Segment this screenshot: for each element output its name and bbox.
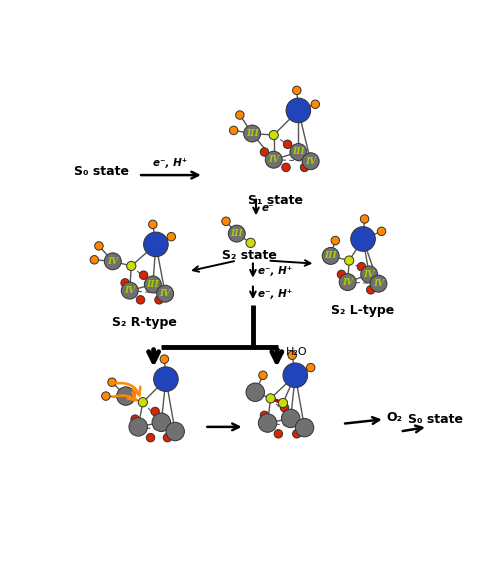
- Circle shape: [236, 111, 244, 119]
- Circle shape: [259, 371, 267, 379]
- Text: S₁ state: S₁ state: [248, 194, 303, 207]
- Circle shape: [345, 256, 354, 265]
- Circle shape: [357, 263, 366, 271]
- Circle shape: [129, 418, 147, 436]
- Circle shape: [258, 414, 277, 432]
- Circle shape: [288, 351, 297, 360]
- Circle shape: [163, 433, 172, 442]
- Circle shape: [155, 296, 163, 304]
- Circle shape: [151, 407, 159, 416]
- Circle shape: [127, 262, 136, 270]
- Circle shape: [160, 355, 168, 363]
- Circle shape: [283, 363, 308, 387]
- Circle shape: [146, 433, 155, 442]
- Text: O₂: O₂: [386, 411, 402, 424]
- Text: IV: IV: [305, 157, 316, 166]
- Circle shape: [280, 404, 289, 412]
- Text: S₂ L-type: S₂ L-type: [331, 304, 395, 317]
- Text: e⁻, H⁺: e⁻, H⁺: [258, 266, 293, 276]
- Circle shape: [117, 387, 135, 405]
- Circle shape: [156, 285, 174, 302]
- Circle shape: [266, 394, 275, 403]
- Circle shape: [166, 422, 184, 441]
- Circle shape: [246, 383, 264, 401]
- Circle shape: [269, 130, 278, 140]
- Circle shape: [283, 140, 292, 148]
- Circle shape: [121, 282, 138, 299]
- Circle shape: [322, 248, 339, 264]
- Circle shape: [131, 415, 139, 423]
- Circle shape: [306, 363, 315, 372]
- Circle shape: [138, 398, 147, 407]
- Text: IV: IV: [363, 270, 375, 279]
- Circle shape: [228, 225, 245, 242]
- Text: S₂ R-type: S₂ R-type: [112, 316, 177, 329]
- Circle shape: [377, 227, 386, 235]
- Circle shape: [229, 126, 238, 135]
- Text: e⁻, H⁺: e⁻, H⁺: [154, 158, 188, 168]
- Circle shape: [370, 275, 387, 292]
- Circle shape: [222, 217, 230, 226]
- FancyArrowPatch shape: [113, 392, 136, 400]
- Circle shape: [300, 163, 309, 172]
- Circle shape: [144, 232, 168, 257]
- Circle shape: [260, 411, 269, 419]
- Text: IV: IV: [107, 257, 119, 266]
- Circle shape: [360, 215, 369, 223]
- Text: e⁻: e⁻: [262, 203, 274, 213]
- Text: III: III: [324, 252, 337, 260]
- Text: III: III: [230, 229, 243, 238]
- Text: S₂ state: S₂ state: [222, 249, 277, 262]
- Circle shape: [286, 98, 311, 123]
- Text: S₀ state: S₀ state: [408, 414, 464, 426]
- Circle shape: [278, 398, 288, 408]
- Circle shape: [95, 242, 103, 250]
- Text: III: III: [292, 147, 305, 157]
- Circle shape: [90, 256, 98, 264]
- Text: IV: IV: [268, 155, 279, 164]
- Circle shape: [339, 274, 356, 291]
- Text: IV: IV: [124, 286, 135, 295]
- Circle shape: [293, 86, 301, 95]
- Circle shape: [311, 100, 320, 108]
- Text: IV: IV: [373, 279, 384, 288]
- Circle shape: [331, 236, 339, 245]
- Text: III: III: [246, 129, 259, 138]
- Text: S₀ state: S₀ state: [74, 165, 129, 177]
- Text: H₂O: H₂O: [286, 347, 308, 357]
- Circle shape: [144, 276, 161, 293]
- Circle shape: [136, 296, 145, 304]
- Circle shape: [295, 418, 314, 437]
- Circle shape: [361, 266, 378, 283]
- Circle shape: [108, 378, 116, 386]
- Circle shape: [154, 367, 178, 392]
- Text: IV: IV: [342, 278, 353, 287]
- Circle shape: [265, 151, 282, 168]
- Circle shape: [274, 430, 283, 438]
- Circle shape: [167, 233, 176, 241]
- Circle shape: [337, 270, 346, 278]
- Circle shape: [139, 271, 148, 280]
- Circle shape: [293, 430, 301, 438]
- Circle shape: [102, 392, 110, 400]
- Circle shape: [244, 125, 261, 142]
- Circle shape: [351, 227, 375, 251]
- Text: e⁻, H⁺: e⁻, H⁺: [258, 289, 293, 299]
- Circle shape: [260, 148, 269, 156]
- Circle shape: [367, 285, 375, 294]
- Circle shape: [149, 220, 157, 229]
- Circle shape: [282, 163, 290, 172]
- FancyArrowPatch shape: [116, 383, 140, 396]
- Circle shape: [246, 238, 255, 248]
- Circle shape: [290, 143, 307, 161]
- Circle shape: [302, 153, 319, 170]
- Circle shape: [104, 253, 121, 270]
- Text: IV: IV: [159, 289, 171, 298]
- Circle shape: [281, 409, 300, 427]
- Circle shape: [152, 413, 170, 432]
- Text: III: III: [146, 280, 159, 289]
- Circle shape: [121, 278, 129, 287]
